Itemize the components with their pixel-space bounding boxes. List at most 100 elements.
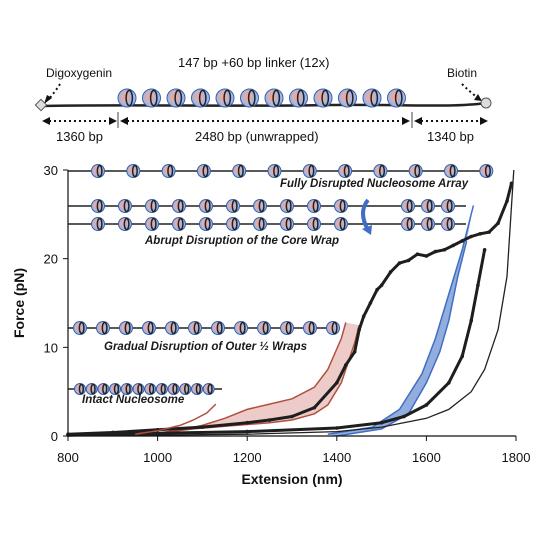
- data-point: [433, 249, 438, 254]
- nucleosome-icon: [74, 383, 86, 395]
- nucleosome-icon: [191, 383, 203, 395]
- data-point: [397, 261, 402, 265]
- nucleosome-icon: [142, 321, 156, 335]
- nucleosome-icon: [307, 199, 321, 213]
- dim-arrow-icon: [109, 117, 117, 125]
- row-nucleosomes: [73, 321, 340, 335]
- nucleosome-icon: [96, 321, 110, 335]
- data-point: [388, 270, 393, 274]
- blue-band-edge: [327, 205, 475, 435]
- segment-mid-label: 2480 bp (unwrapped): [195, 129, 319, 144]
- nucleosome-icon: [118, 199, 132, 213]
- y-tick-label: 20: [44, 252, 58, 267]
- nucleosome-icon: [387, 88, 406, 108]
- data-point: [424, 403, 429, 407]
- biotin-bead-icon: [480, 97, 492, 109]
- data-point: [478, 232, 482, 236]
- nucleosome-icon: [120, 383, 133, 395]
- nucleosome-icon: [264, 88, 284, 108]
- array-fully-disrupted: Fully Disrupted Nucleosome Array: [68, 164, 494, 190]
- nucleosome-icon: [155, 383, 168, 395]
- nucleosome-icon: [421, 199, 435, 213]
- x-tick-label: 1200: [233, 450, 262, 465]
- nucleosome-icon: [338, 164, 353, 178]
- data-point: [505, 199, 509, 203]
- array-intact: Intact Nucleosome: [68, 383, 222, 406]
- row-nucleosomes: [91, 164, 494, 178]
- y-ticks: 0 10 20 30: [44, 163, 68, 444]
- x-ticks: 800 1000 1200 1400 1600 1800: [57, 436, 530, 465]
- data-point: [245, 420, 249, 425]
- nucleosome-icon: [226, 199, 240, 213]
- nucleosome-icon: [215, 88, 235, 108]
- nucleosome-icon: [302, 164, 317, 178]
- y-axis-title: Force (pN): [11, 268, 27, 338]
- nucleosome-icon: [167, 383, 180, 395]
- segment-left-label: 1360 bp: [56, 129, 103, 144]
- nucleosome-icon: [334, 199, 348, 213]
- nucleosome-icon: [479, 164, 494, 178]
- nucleosome-icon: [142, 88, 161, 108]
- nucleosome-icon: [196, 164, 211, 178]
- x-tick-label: 1600: [412, 450, 441, 465]
- nucleosome-icon: [441, 199, 455, 213]
- dna-schematic: 147 bp +60 bp linker (12x) Digoxygenin B…: [34, 55, 492, 144]
- y-tick-label: 30: [44, 163, 58, 178]
- nucleosome-icon: [166, 88, 186, 108]
- nucleosome-icon: [172, 199, 186, 213]
- nucleosome-icon: [145, 199, 159, 213]
- nucleosome-icon: [132, 383, 145, 395]
- model-curve: [67, 169, 515, 437]
- nucleosome-icon: [73, 321, 87, 335]
- nucleosome-icon: [126, 164, 141, 178]
- data-point: [415, 252, 420, 257]
- arrowhead-left-icon: [44, 95, 52, 104]
- nucleosome-icon: [240, 88, 259, 108]
- data-point: [290, 414, 294, 419]
- nucleosome-icon: [165, 321, 179, 335]
- nucleosome-icon: [334, 217, 348, 231]
- data-point: [379, 283, 384, 288]
- nucleosome-icon: [179, 383, 192, 395]
- nucleosome-icon: [444, 164, 458, 178]
- nucleosome-icon: [307, 217, 321, 231]
- x-axis-title: Extension (nm): [241, 471, 342, 487]
- red-model-band: [157, 322, 360, 434]
- dim-arrow-icon: [480, 117, 488, 125]
- nucleosome-icon: [234, 321, 248, 335]
- nucleosome-icon: [188, 321, 202, 335]
- data-traces: [66, 169, 515, 437]
- nucleosome-icon: [408, 164, 423, 178]
- data-point: [442, 248, 447, 252]
- nucleosome-icon: [421, 217, 435, 231]
- nucleosome-icon: [172, 217, 186, 231]
- data-point: [460, 239, 465, 243]
- annotation-intact: Intact Nucleosome: [82, 394, 185, 406]
- data-point: [487, 230, 491, 234]
- nucleosome-icon: [226, 217, 240, 231]
- transition-arrowhead-icon: [362, 225, 372, 235]
- dotted-arrow-right: [461, 83, 479, 99]
- dna-strand: [41, 101, 487, 108]
- force-extension-plot: Fully Disrupted Nucleosome Array Abrupt …: [11, 163, 530, 487]
- nucleosome-icon: [91, 164, 105, 178]
- data-point: [424, 254, 429, 258]
- nucleosome-icon: [118, 217, 132, 231]
- annotation-gradual: Gradual Disruption of Outer ½ Wraps: [104, 341, 307, 353]
- nucleosome-icon: [202, 383, 215, 395]
- nucleosome-icon: [313, 88, 333, 108]
- schematic-nucleosomes: [117, 88, 406, 108]
- array-gradual: Gradual Disruption of Outer ½ Wraps: [68, 321, 340, 353]
- data-point: [482, 248, 487, 252]
- nucleosome-icon: [191, 88, 210, 108]
- data-point: [496, 221, 500, 225]
- dim-arrow-icon: [120, 117, 128, 125]
- nucleosome-icon: [97, 383, 110, 395]
- data-point: [200, 425, 205, 429]
- data-point: [469, 234, 474, 239]
- nucleosome-icon: [267, 164, 282, 178]
- nucleosome-icon: [199, 217, 213, 231]
- arrowhead-right-icon: [474, 94, 482, 101]
- biotin-label: Biotin: [447, 66, 477, 80]
